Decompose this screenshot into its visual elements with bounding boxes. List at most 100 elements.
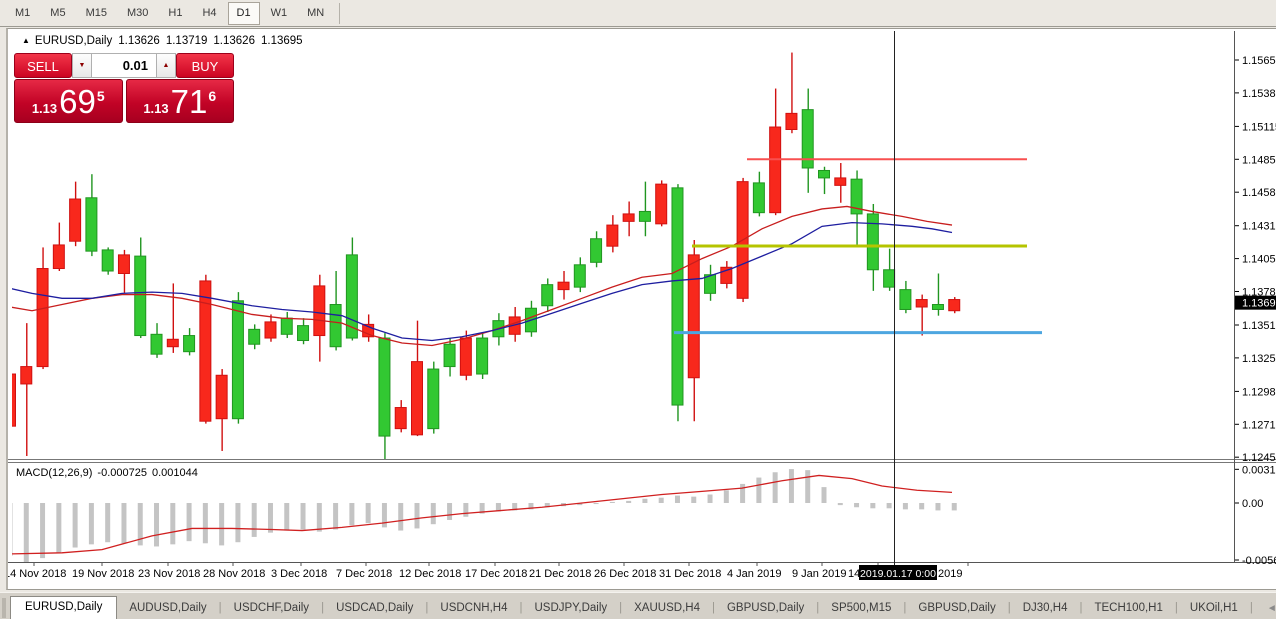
- ma-blue: [12, 221, 953, 342]
- timeframe-button-mn[interactable]: MN: [307, 6, 325, 19]
- price-label: 1.13785: [1242, 286, 1276, 298]
- ohlc-close: 1.13695: [260, 35, 303, 47]
- tab-ukoil-h1[interactable]: UKOil,H1: [1189, 602, 1238, 614]
- tab-gbpusd-daily[interactable]: GBPUSD,Daily: [918, 602, 996, 614]
- toolbar-separator: [339, 2, 341, 24]
- timeframe-button-h4[interactable]: H4: [202, 6, 217, 19]
- timeframe-button-d1[interactable]: D1: [227, 1, 260, 25]
- price-label: 1.14315: [1242, 221, 1276, 233]
- sell-button[interactable]: SELL: [14, 53, 72, 78]
- cursor-date-tag: [859, 565, 937, 580]
- timeframe-button-m5[interactable]: M5: [50, 6, 66, 19]
- buy-button[interactable]: BUY: [176, 53, 234, 78]
- buy-price-button[interactable]: 1.13 71 6: [125, 79, 234, 123]
- date-label: 12 Dec 2018: [399, 568, 461, 580]
- date-label: 17 Dec 2018: [465, 568, 527, 580]
- price-label: 1.15650: [1242, 55, 1276, 67]
- tabbar-grip[interactable]: [2, 598, 6, 618]
- price-label: 1.15115: [1242, 121, 1276, 133]
- price-label: 1.13515: [1242, 320, 1276, 332]
- date-label: 14 Nov 2018: [8, 568, 66, 580]
- date-label: 19 Nov 2018: [72, 568, 134, 580]
- tab-gbpusd-daily[interactable]: GBPUSD,Daily: [726, 602, 805, 614]
- volume-increase-button[interactable]: ▲: [156, 53, 176, 78]
- tab-scroll-left-icon[interactable]: ◄: [1266, 603, 1276, 614]
- tab-eurusd-daily[interactable]: EURUSD,Daily: [10, 596, 118, 619]
- timeframe-button-w1[interactable]: W1: [270, 6, 288, 19]
- ohlc-open: 1.13626: [118, 35, 160, 47]
- chart-window[interactable]: 1.15650 1.15385 1.15115 1.14850 1.14585 1.143…: [6, 28, 1276, 590]
- tab-separator: |: [519, 602, 523, 614]
- macd-name: MACD(12,26,9): [16, 467, 93, 479]
- tab-separator: |: [1249, 602, 1253, 614]
- price-label: 1.14850: [1242, 154, 1276, 166]
- price-label: 1.12715: [1242, 419, 1276, 431]
- price-label: 1.13250: [1242, 353, 1276, 365]
- tab-separator: |: [1174, 602, 1178, 614]
- macd-axis-label: 0.00: [1242, 498, 1263, 510]
- macd-axis-label: 0.003177: [1242, 464, 1276, 476]
- tab-separator: |: [1007, 602, 1011, 614]
- date-label: 2019: [938, 568, 962, 580]
- date-label: 28 Nov 2018: [203, 568, 265, 580]
- macd-indicator-label: MACD(12,26,9) -0.000725 0.001044: [16, 467, 203, 479]
- spin-up-icon: ▲: [162, 62, 170, 69]
- timeframe-toolbar: M1 M5 M15 M30 H1 H4 D1 W1 MN: [0, 0, 1276, 27]
- tab-separator: |: [321, 602, 325, 614]
- ohlc-high: 1.13719: [165, 35, 208, 47]
- tab-usdcnh-h4[interactable]: USDCNH,H4: [440, 602, 508, 614]
- date-label: 26 Dec 2018: [594, 568, 656, 580]
- tab-usdjpy-daily[interactable]: USDJPY,Daily: [534, 602, 608, 614]
- chart-ohlc-header: ▲ EURUSD,Daily 1.13626 1.13719 1.13626 1.1369…: [22, 35, 303, 47]
- ma-red: [12, 205, 953, 347]
- sell-price-button[interactable]: 1.13 69 5: [14, 79, 123, 123]
- tab-xauusd-h4[interactable]: XAUUSD,H4: [634, 602, 700, 614]
- tab-separator: |: [903, 602, 907, 614]
- chart-tab-bar: EURUSD,Daily AUDUSD,Daily | USDCHF,Daily | US…: [0, 592, 1276, 619]
- tab-separator: |: [1079, 602, 1083, 614]
- collapse-triangle-icon: ▲: [22, 36, 30, 45]
- timeframe-button-m15[interactable]: M15: [85, 6, 107, 19]
- price-label: 1.14050: [1242, 254, 1276, 266]
- tab-usdcad-daily[interactable]: USDCAD,Daily: [336, 602, 414, 614]
- volume-decrease-button[interactable]: ▼: [72, 53, 92, 78]
- timeframe-button-h1[interactable]: H1: [168, 6, 183, 19]
- current-price-tag: [1235, 295, 1276, 310]
- buy-pipette: 6: [208, 88, 217, 104]
- date-label: 7 Dec 2018: [336, 568, 392, 580]
- tab-separator: |: [816, 602, 820, 614]
- price-label: 1.12980: [1242, 386, 1276, 398]
- date-label: 3 Dec 2018: [271, 568, 327, 580]
- date-label: 21 Dec 2018: [529, 568, 591, 580]
- date-label: 31 Dec 2018: [659, 568, 721, 580]
- macd-layer: [12, 469, 957, 562]
- tab-tech100-h1[interactable]: TECH100,H1: [1094, 602, 1163, 614]
- date-label: 9 Jan 2019: [792, 568, 846, 580]
- date-label: 23 Nov 2018: [138, 568, 200, 580]
- tab-usdchf-daily[interactable]: USDCHF,Daily: [233, 602, 310, 614]
- price-label: 1.14585: [1242, 187, 1276, 199]
- tab-sp500-m15[interactable]: SP500,M15: [831, 602, 892, 614]
- tab-dj30-h4[interactable]: DJ30,H4: [1022, 602, 1068, 614]
- timeframe-button-m30[interactable]: M30: [126, 6, 149, 19]
- tab-audusd-daily[interactable]: AUDUSD,Daily: [129, 602, 207, 614]
- spin-down-icon: ▼: [78, 62, 86, 69]
- buy-pips: 71: [170, 83, 208, 120]
- buy-big-figure: 1.13: [143, 101, 169, 116]
- current-price-label: 1.13695: [1242, 298, 1276, 310]
- ohlc-low: 1.13626: [213, 35, 255, 47]
- timeframe-button-m1[interactable]: M1: [15, 6, 31, 19]
- volume-input[interactable]: [92, 53, 156, 78]
- macd-axis-label: -0.005667: [1242, 555, 1276, 567]
- price-label: 1.15385: [1242, 88, 1276, 100]
- date-label: 14: [848, 568, 860, 580]
- tab-separator: |: [619, 602, 623, 614]
- tab-separator: |: [711, 602, 715, 614]
- chart-canvas[interactable]: 1.15650 1.15385 1.15115 1.14850 1.14585 1.143…: [8, 29, 1276, 591]
- date-label: 4 Jan 2019: [727, 568, 781, 580]
- cursor-date-label: 2019.01.17 0:00: [860, 568, 936, 580]
- macd-value-signal: 0.001044: [151, 467, 198, 479]
- tab-separator: |: [425, 602, 429, 614]
